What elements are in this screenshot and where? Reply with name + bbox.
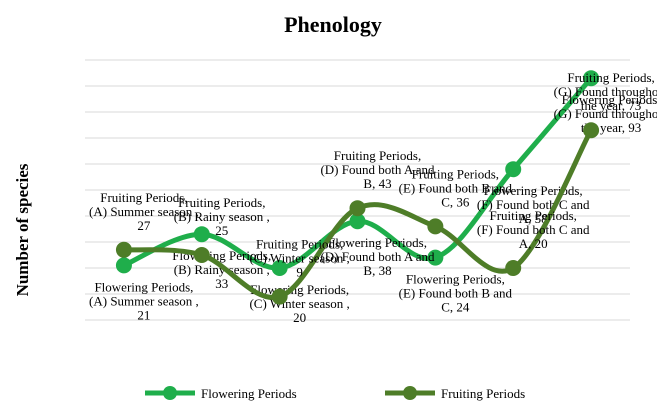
data-label: Fruiting Periods, (D) Found both A and B, … xyxy=(320,148,435,191)
data-label: Fruiting Periods, (C) Winter season ,9 xyxy=(249,237,349,280)
data-point xyxy=(115,257,132,274)
data-point xyxy=(349,200,366,217)
data-point xyxy=(349,213,366,230)
data-label: Flowering Periods, (A) Summer season , 21 xyxy=(89,279,199,322)
data-label: Flowering Periods, (C) Winter season , 20 xyxy=(249,282,349,325)
data-point xyxy=(193,226,210,243)
data-label: Flowering Periods, (D) Found both A and B,… xyxy=(320,235,435,278)
legend-marker xyxy=(163,386,177,400)
legend-label: Flowering Periods xyxy=(201,386,297,401)
data-point xyxy=(271,260,288,276)
data-point xyxy=(583,70,600,87)
data-label: Fruiting Periods, (A) Summer season , 27 xyxy=(89,190,199,233)
data-label: Fruiting Periods, (E) Found both B and C, … xyxy=(399,166,513,209)
y-axis-label: Number of species xyxy=(13,163,32,296)
legend-label: Fruiting Periods xyxy=(441,386,525,401)
data-label: Fruiting Periods, (F) Found both C and A, … xyxy=(477,208,590,251)
data-label: Flowering Periods, (E) Found both B and C,… xyxy=(399,272,513,315)
data-point xyxy=(427,218,444,235)
data-label: Fruiting Periods,(G) Found throughoutthe… xyxy=(554,70,657,113)
data-point xyxy=(115,241,132,258)
data-point xyxy=(583,122,600,139)
data-label: Flowering Periods, (B) Rainy season , 33 xyxy=(172,248,271,291)
data-point xyxy=(505,161,522,178)
chart-title: Phenology xyxy=(284,12,382,37)
legend-marker xyxy=(403,386,417,400)
data-label: Fruiting Periods, (B) Rainy season , 25 xyxy=(174,195,270,238)
data-point xyxy=(271,288,288,305)
data-point xyxy=(505,260,522,276)
data-point xyxy=(193,247,210,263)
data-point xyxy=(427,249,444,266)
